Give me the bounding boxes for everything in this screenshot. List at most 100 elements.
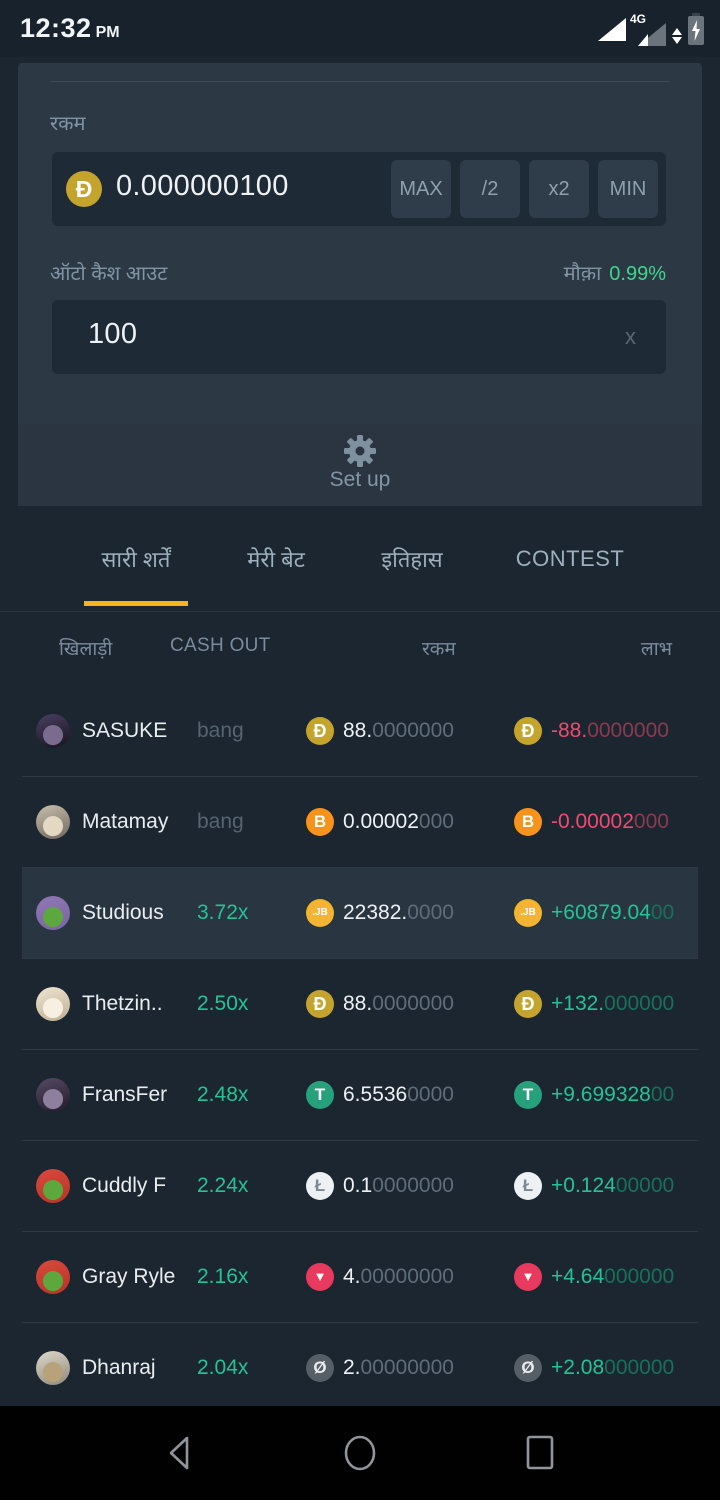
- multiplier-suffix: x: [625, 324, 636, 349]
- profit-cell: Đ -88.0000000: [514, 686, 669, 776]
- battery-charging-icon: [688, 13, 704, 45]
- player-name: Cuddly F: [82, 1174, 167, 1197]
- table-row[interactable]: FransFer 2.48x T 6.55360000 T +9.6993280…: [22, 1049, 698, 1140]
- min-button[interactable]: MIN: [598, 160, 658, 218]
- table-row[interactable]: Studious 3.72x .JB 22382.0000 .JB +60879…: [22, 867, 698, 958]
- player-name: Studious: [82, 901, 164, 924]
- amount-cell: Đ 88.0000000: [306, 686, 454, 776]
- coin-icon: Đ: [514, 717, 542, 745]
- amount-cell: T 6.55360000: [306, 1050, 454, 1140]
- cashout-value: 3.72x: [197, 901, 249, 924]
- amount-cell: B 0.00002000: [306, 777, 454, 867]
- coin-icon: Ł: [306, 1172, 334, 1200]
- amount-cell: Đ 88.0000000: [306, 959, 454, 1049]
- amount-cell: ▼ 4.00000000: [306, 1232, 454, 1322]
- avatar: [36, 987, 70, 1021]
- coin-icon: .JB: [514, 899, 542, 927]
- tab-my-bets[interactable]: मेरी बेट: [247, 546, 305, 572]
- player-name: Dhanraj: [82, 1356, 156, 1379]
- player-name: Matamay: [82, 810, 169, 833]
- tab-history[interactable]: इतिहास: [381, 546, 443, 572]
- header-amount: रकम: [422, 639, 456, 660]
- header-player: खिलाड़ी: [59, 639, 113, 660]
- table-header: खिलाड़ी CASH OUT रकम लाभ: [0, 611, 720, 686]
- auto-cashout-value[interactable]: 100: [88, 318, 138, 350]
- player-name: SASUKE: [82, 719, 168, 742]
- tab-all-bets[interactable]: सारी शर्तें: [84, 506, 188, 611]
- chance-readout: मौक़ा 0.99%: [564, 259, 666, 286]
- amount-cell: Ø 2.00000000: [306, 1323, 454, 1406]
- header-profit: लाभ: [640, 639, 672, 660]
- avatar: [36, 714, 70, 748]
- chance-value: 0.99%: [609, 263, 666, 285]
- dogecoin-icon: Đ: [66, 171, 102, 207]
- cashout-value: 2.16x: [197, 1265, 249, 1288]
- avatar: [36, 1169, 70, 1203]
- table-row[interactable]: Cuddly F 2.24x Ł 0.10000000 Ł +0.1240000…: [22, 1140, 698, 1231]
- bet-form-panel: रकम Đ 0.000000100 MAX /2 x2 MIN ऑटो कैश …: [18, 63, 702, 424]
- amount-value[interactable]: 0.000000100: [116, 170, 289, 202]
- coin-icon: Đ: [306, 717, 334, 745]
- auto-cashout-label: ऑटो कैश आउट: [50, 263, 168, 285]
- coin-icon: .JB: [306, 899, 334, 927]
- table-row[interactable]: Thetzin.. 2.50x Đ 88.0000000 Đ +132.0000…: [22, 958, 698, 1049]
- signal-icon: [598, 18, 626, 46]
- profit-cell: B -0.00002000: [514, 777, 669, 867]
- table-row[interactable]: Dhanraj 2.04x Ø 2.00000000 Ø +2.08000000: [22, 1322, 698, 1406]
- table-row[interactable]: SASUKE bang Đ 88.0000000 Đ -88.0000000: [22, 686, 698, 776]
- cashout-value: bang: [197, 719, 244, 742]
- divider: [50, 81, 670, 82]
- status-bar: 12:32 PM 4G: [0, 0, 720, 57]
- coin-icon: Ł: [514, 1172, 542, 1200]
- avatar: [36, 805, 70, 839]
- tab-bar: सारी शर्तें मेरी बेट इतिहास CONTEST: [0, 506, 720, 612]
- table-row[interactable]: Matamay bang B 0.00002000 B -0.00002000: [22, 776, 698, 867]
- coin-icon: Ø: [514, 1354, 542, 1382]
- cashout-value: 2.50x: [197, 992, 249, 1015]
- table-row[interactable]: Gray Ryle 2.16x ▼ 4.00000000 ▼ +4.640000…: [22, 1231, 698, 1322]
- coin-icon: T: [306, 1081, 334, 1109]
- player-name: FransFer: [82, 1083, 168, 1106]
- cashout-value: 2.24x: [197, 1174, 249, 1197]
- profit-cell: Ø +2.08000000: [514, 1323, 674, 1406]
- coin-icon: Ø: [306, 1354, 334, 1382]
- clock: 12:32 PM: [20, 13, 120, 43]
- coin-icon: Đ: [514, 990, 542, 1018]
- mobile-data-4g-icon: 4G: [630, 12, 666, 46]
- avatar: [36, 896, 70, 930]
- gear-icon: [344, 435, 376, 467]
- amount-label: रकम: [50, 113, 86, 135]
- amount-cell: Ł 0.10000000: [306, 1141, 454, 1231]
- amount-cell: .JB 22382.0000: [306, 868, 454, 958]
- recents-button[interactable]: [520, 1433, 560, 1473]
- tab-contest[interactable]: CONTEST: [515, 545, 625, 571]
- profit-cell: ▼ +4.64000000: [514, 1232, 674, 1322]
- coin-icon: Đ: [306, 990, 334, 1018]
- coin-icon: T: [514, 1081, 542, 1109]
- player-name: Gray Ryle: [82, 1265, 176, 1288]
- chance-label: मौक़ा: [563, 263, 602, 285]
- auto-cashout-input[interactable]: 100 x: [52, 300, 666, 374]
- max-button[interactable]: MAX: [391, 160, 451, 218]
- home-button[interactable]: [340, 1433, 380, 1473]
- back-button[interactable]: [160, 1433, 200, 1473]
- setup-label: Set up: [329, 468, 391, 491]
- half-button[interactable]: /2: [460, 160, 520, 218]
- coin-icon: B: [306, 808, 334, 836]
- cashout-value: 2.04x: [197, 1356, 249, 1379]
- amount-input[interactable]: Đ 0.000000100 MAX /2 x2 MIN: [52, 152, 666, 226]
- double-button[interactable]: x2: [529, 160, 589, 218]
- profit-cell: Ł +0.12400000: [514, 1141, 674, 1231]
- cashout-value: 2.48x: [197, 1083, 249, 1106]
- header-cashout: CASH OUT: [170, 635, 271, 656]
- avatar: [36, 1351, 70, 1385]
- avatar: [36, 1078, 70, 1112]
- profit-cell: Đ +132.000000: [514, 959, 674, 1049]
- bets-table: SASUKE bang Đ 88.0000000 Đ -88.0000000 M…: [22, 686, 698, 1406]
- data-activity-icon: [672, 28, 682, 44]
- coin-icon: ▼: [514, 1263, 542, 1291]
- coin-icon: B: [514, 808, 542, 836]
- android-nav-bar: [0, 1406, 720, 1500]
- cashout-value: bang: [197, 810, 244, 833]
- setup-button[interactable]: Set up: [18, 424, 702, 506]
